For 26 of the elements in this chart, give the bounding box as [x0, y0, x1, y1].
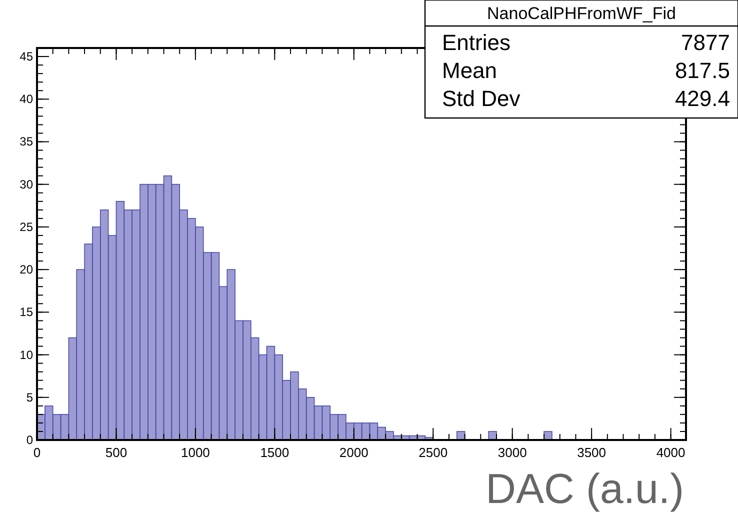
y-tick-label: 5 [26, 390, 34, 404]
y-tick-label: 30 [20, 177, 34, 192]
x-tick-label: 3000 [498, 445, 527, 460]
x-tick-label: 2000 [339, 445, 368, 460]
annotation: Std Dev [442, 86, 520, 111]
x-tick-label: 3500 [577, 445, 606, 460]
y-tick-label: 0 [26, 433, 34, 447]
y-tick-label: 45 [20, 50, 34, 64]
y-tick-label: 15 [20, 305, 34, 320]
x-tick-label: 4000 [656, 445, 686, 460]
y-tick-label: 20 [20, 262, 34, 277]
x-tick-label: 1000 [180, 445, 210, 460]
annotation: 7877 [681, 30, 730, 55]
annotation: 817.5 [674, 58, 730, 83]
annotation: Entries [442, 30, 510, 55]
chart-title: NanoCalPHFromWF_Fid [487, 4, 676, 23]
x-tick-label: 2500 [418, 445, 448, 460]
annotation: Mean [442, 58, 498, 83]
y-tick-label: 10 [20, 348, 34, 362]
y-tick-label: 25 [20, 220, 34, 234]
x-tick-label: 1500 [260, 445, 290, 460]
annotation: 429.4 [674, 86, 730, 111]
y-tick-label: 40 [20, 92, 34, 106]
y-tick-label: 35 [20, 134, 34, 149]
x-tick-label: 500 [105, 445, 128, 460]
x-axis-title: DAC (a.u.) [486, 465, 684, 512]
